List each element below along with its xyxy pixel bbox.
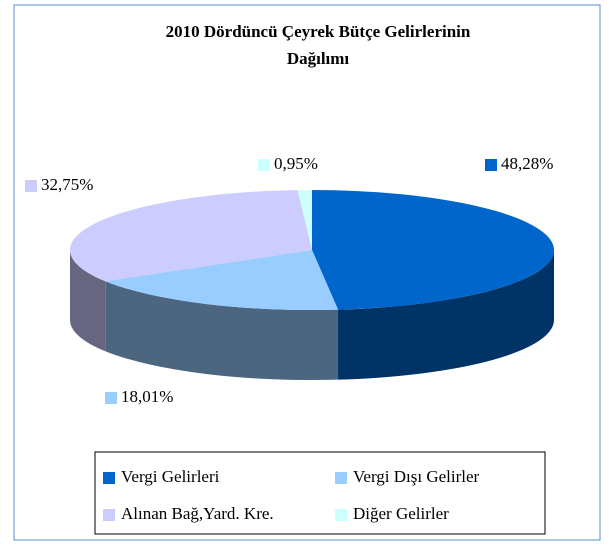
slice xyxy=(69,190,312,282)
slice xyxy=(297,189,312,250)
legend-key xyxy=(335,472,347,484)
legend-box xyxy=(94,451,546,535)
legend-label: Diğer Gelirler xyxy=(353,504,449,523)
legend-key xyxy=(103,509,115,521)
legend-key xyxy=(103,472,115,484)
slice xyxy=(105,250,339,310)
label-key xyxy=(485,159,497,171)
slice-side xyxy=(70,250,106,352)
slice-side xyxy=(105,281,339,380)
legend-label: Vergi Gelirleri xyxy=(121,467,220,486)
legend-label: Alınan Bağ,Yard. Kre. xyxy=(121,504,274,523)
label-key xyxy=(258,159,270,171)
legend-key xyxy=(335,509,347,521)
data-label: 48,28% xyxy=(501,154,553,173)
chart-title: 2010 Dördüncü Çeyrek Bütçe Gelirlerinin xyxy=(166,22,471,41)
data-label: 18,01% xyxy=(121,387,173,406)
chart-title: Dağılımı xyxy=(287,49,350,68)
legend-label: Vergi Dışı Gelirler xyxy=(353,467,480,486)
label-key xyxy=(25,180,37,192)
label-key xyxy=(105,392,117,404)
data-label: 32,75% xyxy=(41,175,93,194)
data-label: 0,95% xyxy=(274,154,318,173)
slice xyxy=(312,190,554,310)
slice-side xyxy=(338,250,554,380)
